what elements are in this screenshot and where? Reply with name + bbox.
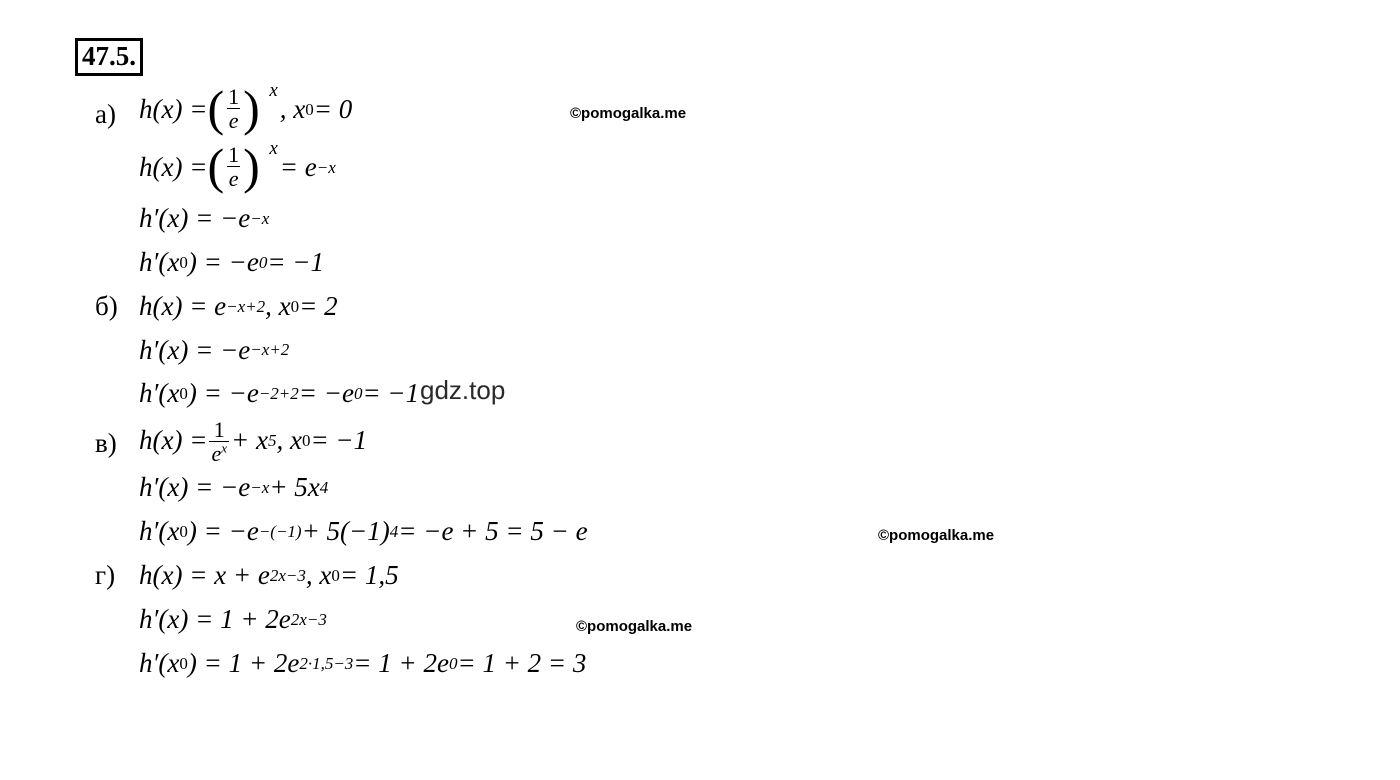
d-line1: h(x) = x + e2x−3, x0 = 1,5 xyxy=(139,555,399,597)
a-line3: h′(x) = −e−x xyxy=(139,198,1400,240)
a-line1: h(x) = 1e x , x0 = 0 xyxy=(139,82,352,138)
txt: = −1 xyxy=(362,373,419,415)
txt: , x xyxy=(306,555,331,597)
exp: x xyxy=(269,134,277,163)
frac-top: 1 xyxy=(212,418,227,441)
label-a: а) xyxy=(95,82,139,136)
txt: h(x) = xyxy=(139,89,207,131)
problem-number: 47.5. xyxy=(75,38,143,76)
d-line3: h′(x0) = 1 + 2e2·1,5−3 = 1 + 2e0 = 1 + 2… xyxy=(139,643,1400,685)
frac-top: 1 xyxy=(226,85,241,108)
watermark-3: ©pomogalka.me xyxy=(576,618,692,635)
exp: x xyxy=(269,76,277,105)
txt: ) = −e xyxy=(188,242,259,284)
txt: = 0 xyxy=(314,89,352,131)
frac-bot: e xyxy=(227,166,241,190)
txt: = −e xyxy=(299,373,354,415)
txt: h′(x xyxy=(139,511,179,553)
txt: + 5(−1) xyxy=(302,511,390,553)
txt: h′(x) = 1 + 2e xyxy=(139,599,291,641)
txt: , x xyxy=(276,420,301,462)
txt: ) = −e xyxy=(188,511,259,553)
txt: = 1 + 2e xyxy=(353,643,449,685)
txt: h′(x) = −e xyxy=(139,330,250,372)
b-line2: h′(x) = −e−x+2 xyxy=(139,330,1400,372)
c-line1: h(x) = 1ex + x5, x0 = −1 xyxy=(139,417,367,465)
txt: h′(x) = −e xyxy=(139,467,250,509)
d-line2: h′(x) = 1 + 2e2x−3 xyxy=(139,599,1400,641)
txt: = 2 xyxy=(299,286,337,328)
c-line3: h′(x0) = −e−(−1) + 5(−1)4 = −e + 5 = 5 −… xyxy=(139,511,1400,553)
txt: + 5x xyxy=(269,467,319,509)
txt: h′(x xyxy=(139,242,179,284)
txt: = −e + 5 = 5 − e xyxy=(398,511,587,553)
label-c: в) xyxy=(95,417,139,465)
a-line4: h′(x0) = −e0 = −1 xyxy=(139,242,1400,284)
watermark-center: gdz.top xyxy=(420,375,505,406)
label-d: г) xyxy=(95,555,139,597)
txt: h′(x xyxy=(139,643,179,685)
txt: ) = 1 + 2e xyxy=(188,643,299,685)
txt: ) = −e xyxy=(188,373,259,415)
txt: h(x) = e xyxy=(139,286,226,328)
txt: h′(x xyxy=(139,373,179,415)
b-line3: h′(x0) = −e−2+2 = −e0 = −1 xyxy=(139,373,1400,415)
b-line1: h(x) = e−x+2, x0 = 2 xyxy=(139,286,338,328)
txt: = 1,5 xyxy=(340,555,399,597)
txt: = −1 xyxy=(310,420,367,462)
txt: h(x) = xyxy=(139,147,207,189)
txt: h′(x) = −e xyxy=(139,198,250,240)
label-b: б) xyxy=(95,286,139,328)
txt: e xyxy=(211,441,221,466)
c-line2: h′(x) = −e−x + 5x4 xyxy=(139,467,1400,509)
watermark-2: ©pomogalka.me xyxy=(878,527,994,544)
txt: h(x) = x + e xyxy=(139,555,270,597)
txt: , x xyxy=(265,286,290,328)
a-line2: h(x) = 1e x = e−x xyxy=(139,140,1400,196)
txt: = −1 xyxy=(267,242,324,284)
txt: = e xyxy=(280,147,317,189)
txt: = 1 + 2 = 3 xyxy=(457,643,586,685)
txt: h(x) = xyxy=(139,420,207,462)
frac-top: 1 xyxy=(226,143,241,166)
exp: x xyxy=(221,440,227,455)
content: а) h(x) = 1e x , x0 = 0 h(x) = 1e x = e−… xyxy=(95,82,1400,684)
frac-bot: e xyxy=(227,108,241,132)
txt: , x xyxy=(280,89,305,131)
txt: + x xyxy=(231,420,268,462)
watermark-1: ©pomogalka.me xyxy=(570,105,686,122)
